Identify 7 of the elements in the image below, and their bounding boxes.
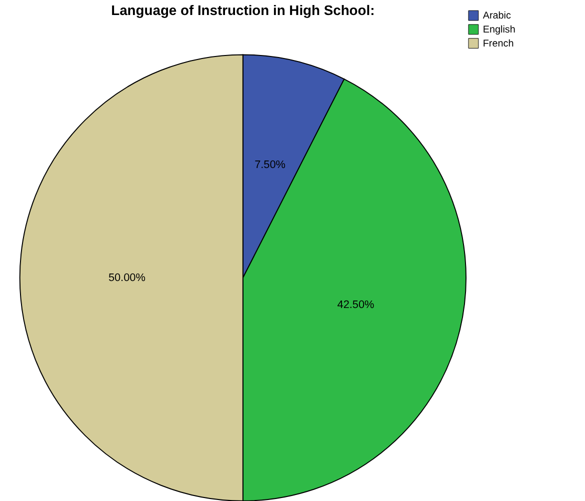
legend-label: Arabic [482,10,511,22]
data-label: 7.50% [254,158,286,171]
legend-label: English [482,24,516,36]
data-label: 42.50% [337,298,375,311]
legend-label: French [482,38,514,50]
data-label: 50.00% [108,272,146,284]
chart-title: Language of Instruction in High School: [111,2,375,18]
